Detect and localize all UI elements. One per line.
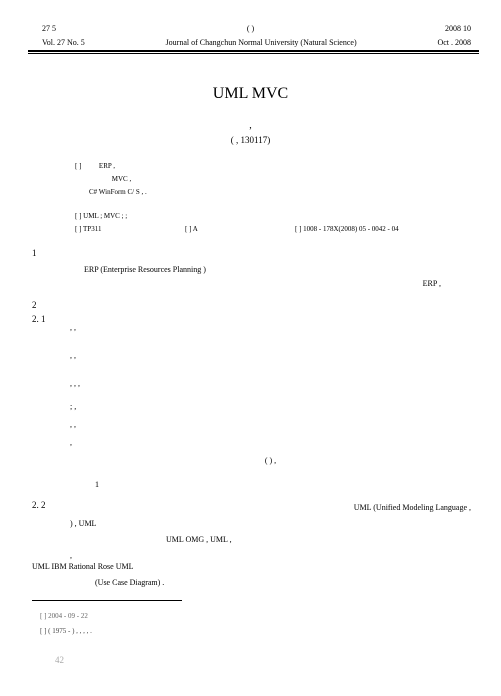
section-2-heading: 2: [32, 300, 37, 310]
vol-issue-cn: 27 5: [42, 24, 56, 33]
header-rule: [28, 50, 479, 52]
s21-l1: , ,: [70, 314, 471, 342]
s21-l3: , , ,: [70, 370, 471, 398]
doc-code: [ ] A: [185, 225, 295, 233]
abstract: [ ] ERP , MVC , C# WinFor: [75, 160, 461, 199]
s21-l2: , ,: [70, 342, 471, 370]
keywords: [ ] UML ; MVC ; ;: [75, 212, 127, 220]
section-2-1-body: , , , , , ,: [70, 314, 471, 470]
fig-1-label: 1: [95, 480, 99, 489]
section-1-body: ERP (Enterprise Resources Planning ) ERP…: [48, 263, 471, 291]
section-2-2-heading: 2. 2: [32, 500, 46, 510]
s22-l1: UML (Unified Modeling Language ,: [70, 500, 471, 516]
abstract-l2: MVC ,: [75, 173, 461, 186]
section-2-2-body: UML (Unified Modeling Language , ) , UML…: [70, 500, 471, 564]
journal-name: Journal of Changchun Normal University (…: [166, 38, 357, 47]
sec1-l1: ERP (Enterprise Resources Planning ): [48, 263, 471, 277]
s21-l7: ( ) ,: [70, 452, 471, 470]
footer-rule: [32, 600, 182, 601]
classification-line: [ ] TP311 [ ] A [ ] 1008 - 178X(2008) 05…: [75, 225, 461, 233]
use-case-line: (Use Case Diagram) .: [95, 578, 164, 587]
sec1-l2: ERP ,: [48, 277, 471, 291]
abstract-l1: [ ] ERP ,: [75, 160, 461, 173]
uml-tool-line: UML IBM Rational Rose UML: [32, 562, 471, 571]
s21-l5: , ,: [70, 416, 471, 434]
class-num: [ ] TP311: [75, 225, 185, 233]
s21-l4: ; ,: [70, 398, 471, 416]
date-cn: 2008 10: [445, 24, 471, 33]
journal-paren: ( ): [247, 24, 254, 33]
header-row-bottom: Vol. 27 No. 5 Journal of Changchun Norma…: [42, 38, 471, 47]
section-2-1-heading: 2. 1: [32, 314, 46, 324]
article-id: [ ] 1008 - 178X(2008) 05 - 0042 - 04: [295, 225, 399, 233]
page-number: 42: [55, 655, 64, 665]
received-date: [ ] 2004 - 09 - 22: [40, 612, 88, 620]
section-1-heading: 1: [32, 248, 37, 258]
header-row-top: 27 5 ( ) 2008 10: [42, 24, 471, 33]
author-line: ,: [0, 120, 501, 131]
abstract-l3: C# WinForm C/ S , .: [75, 186, 461, 199]
s21-l6: ,: [70, 434, 471, 452]
s22-l2: ) , UML: [70, 516, 471, 532]
s22-l3: UML OMG , UML ,: [70, 532, 471, 548]
affiliation: ( , 130117): [0, 135, 501, 145]
paper-title: UML MVC: [0, 85, 501, 103]
vol-issue-en: Vol. 27 No. 5: [42, 38, 85, 47]
author-bio: [ ] ( 1975 - ) , , , , .: [40, 627, 92, 635]
date-en: Oct . 2008: [437, 38, 471, 47]
